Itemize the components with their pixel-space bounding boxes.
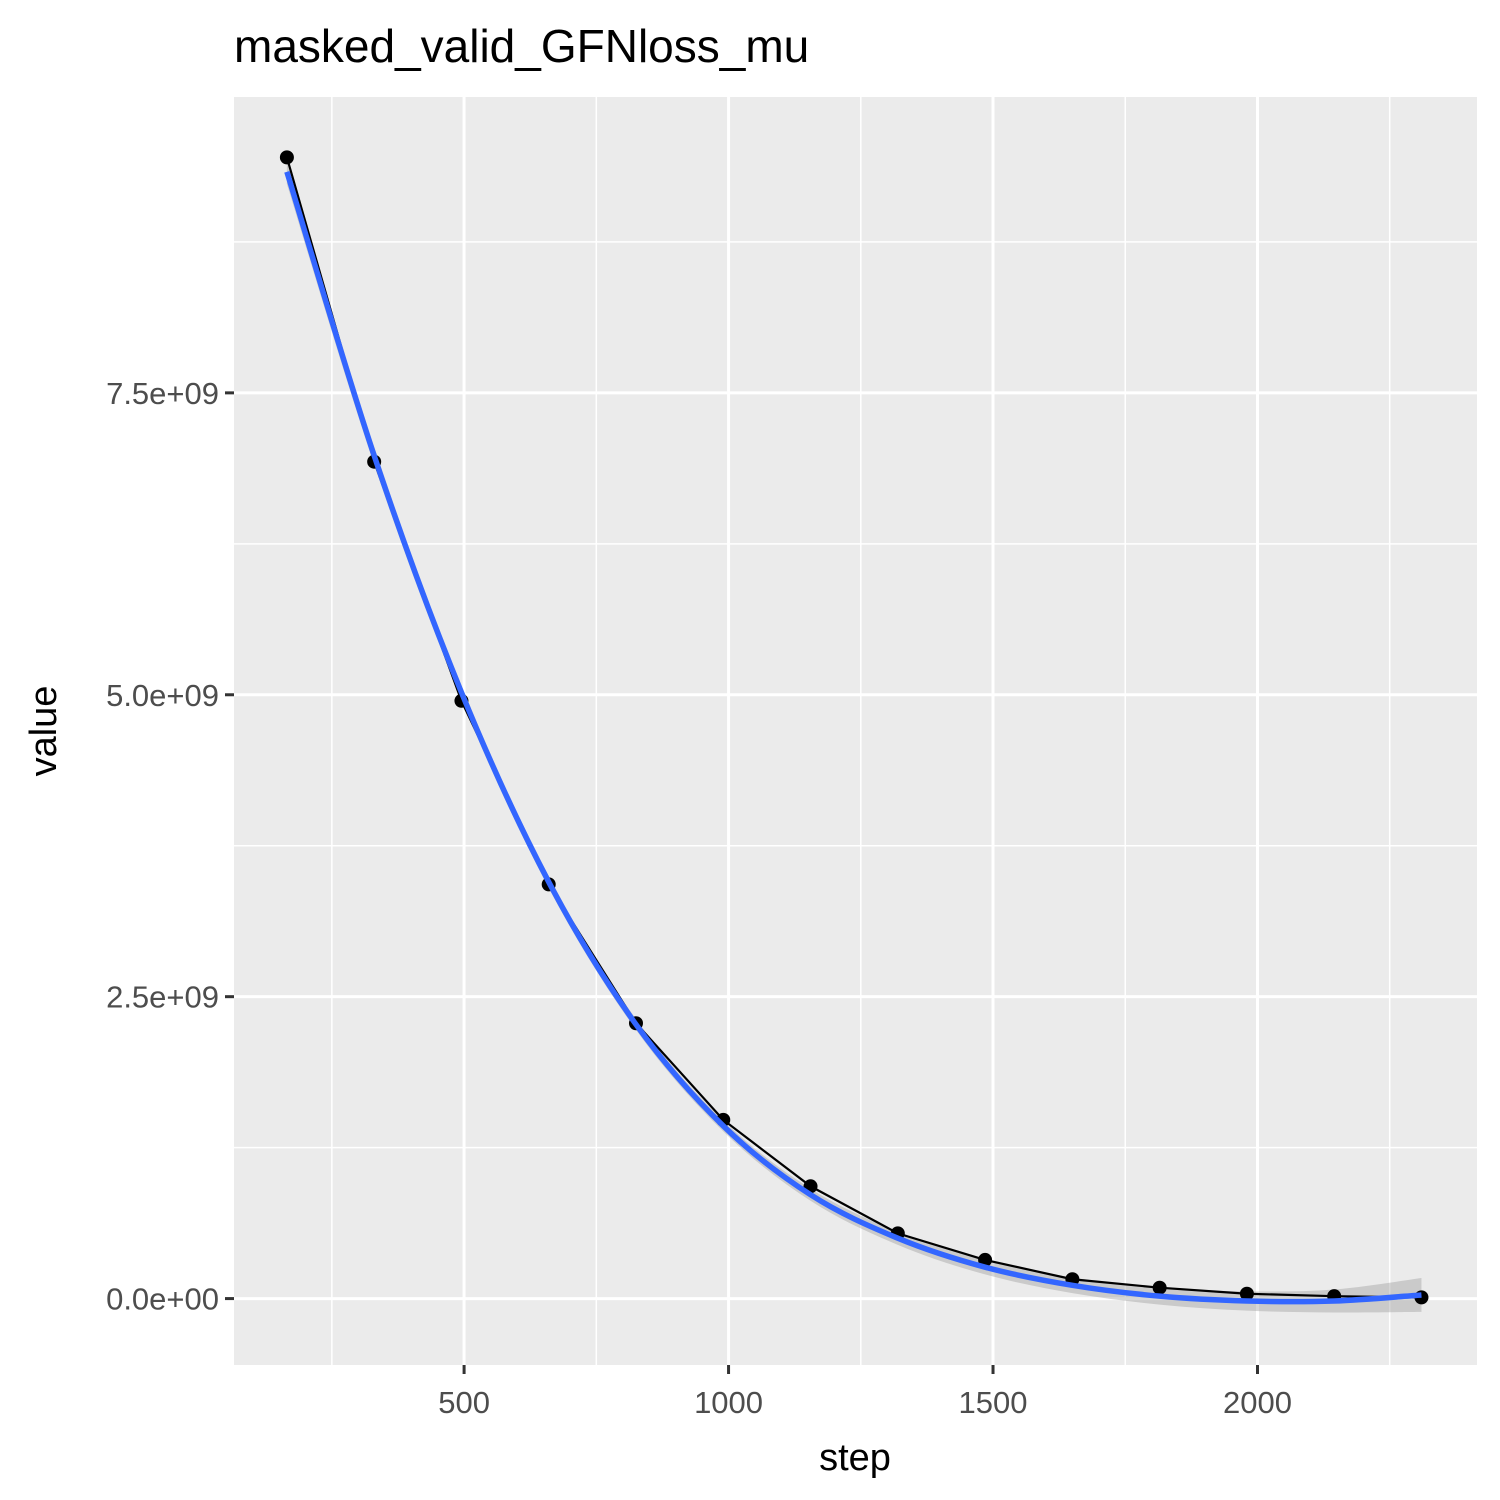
data-point-1	[279, 150, 294, 165]
smooth-fit-line	[284, 171, 1422, 1305]
x-tick-label-1000: 1000	[694, 1385, 763, 1420]
data-point-11	[1152, 1280, 1167, 1295]
y-axis: 0.0e+00 2.5e+09 5.0e+09 7.5e+09	[106, 376, 234, 1317]
y-axis-title: value	[23, 686, 65, 777]
grid-minor	[234, 97, 1477, 1365]
y-tick-label-0: 0.0e+00	[106, 1282, 219, 1317]
x-axis-title: step	[819, 1437, 891, 1479]
grid-major	[234, 97, 1477, 1365]
chart-title: masked_valid_GFNloss_mu	[234, 20, 809, 72]
smooth-line-layer	[284, 171, 1422, 1305]
x-axis: 500 1000 1500 2000	[438, 1365, 1292, 1420]
y-tick-label-2500000000: 2.5e+09	[106, 980, 219, 1015]
x-tick-label-1500: 1500	[959, 1385, 1028, 1420]
data-point-12	[1239, 1286, 1254, 1301]
y-tick-label-7500000000: 7.5e+09	[106, 376, 219, 411]
plot-panel	[234, 97, 1477, 1365]
x-tick-label-500: 500	[438, 1385, 490, 1420]
y-tick-label-5000000000: 5.0e+09	[106, 678, 219, 713]
x-tick-label-2000: 2000	[1223, 1385, 1292, 1420]
